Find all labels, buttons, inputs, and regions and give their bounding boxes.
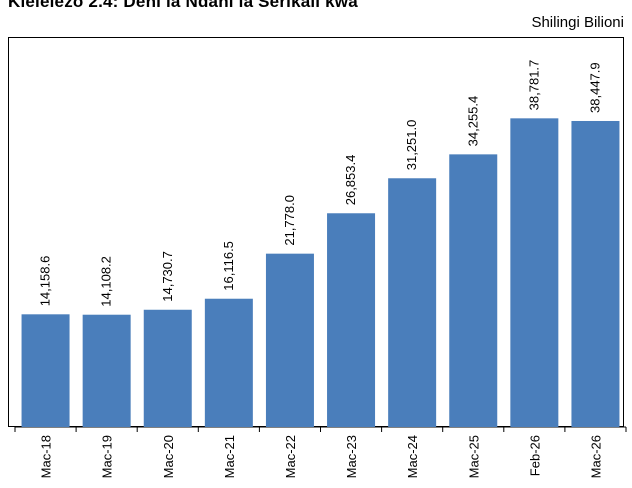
bar-mac-19 (82, 314, 131, 427)
value-label: 21,778.0 (282, 195, 297, 246)
value-label: 31,251.0 (404, 120, 419, 171)
value-label: 14,730.7 (160, 251, 175, 302)
category-label: Mac-22 (283, 435, 298, 478)
category-label: Mac-20 (161, 435, 176, 478)
bar-mac-22 (265, 253, 314, 427)
value-label: 34,255.4 (465, 96, 480, 147)
value-label: 38,447.9 (587, 62, 602, 113)
category-label: Mac-24 (405, 435, 420, 478)
chart-title: Kielelezo 2.4: Deni la Ndani la Serikali… (8, 0, 358, 11)
category-label: Feb-26 (527, 435, 542, 476)
category-label: Mac-23 (344, 435, 359, 478)
value-label: 14,158.6 (38, 256, 53, 307)
value-label: 38,781.7 (526, 60, 541, 111)
value-label: 14,108.2 (99, 256, 114, 307)
category-label: Mac-19 (100, 435, 115, 478)
bar-mac-25 (449, 154, 498, 427)
category-label: Mac-18 (39, 435, 54, 478)
bar-mac-18 (21, 314, 70, 427)
bar-mac-26 (571, 120, 620, 428)
bar-mac-21 (204, 298, 253, 427)
category-label: Mac-25 (466, 435, 481, 478)
bar-feb-26 (510, 118, 559, 428)
category-label: Mac-21 (222, 435, 237, 478)
bar-mac-20 (143, 309, 192, 427)
unit-label: Shilingi Bilioni (531, 14, 624, 31)
bar-mac-24 (388, 178, 437, 427)
value-label: 16,116.5 (221, 241, 236, 291)
category-label: Mac-26 (588, 435, 603, 478)
bar-mac-23 (327, 213, 376, 427)
value-label: 26,853.4 (343, 155, 358, 206)
